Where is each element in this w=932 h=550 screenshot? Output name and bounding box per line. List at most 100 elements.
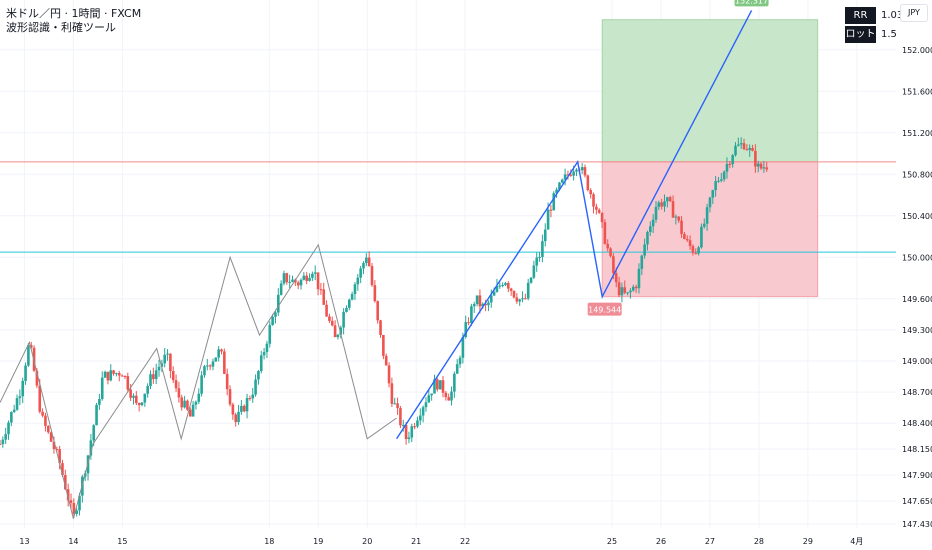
candle-body — [24, 365, 27, 381]
candle-body — [453, 373, 456, 392]
candle-body — [61, 463, 64, 476]
candle-body — [234, 414, 238, 423]
x-tick-label: 13 — [19, 537, 29, 546]
candle-body — [705, 207, 709, 224]
candle-body — [671, 201, 675, 218]
candle-body — [342, 311, 345, 328]
x-tick-label: 25 — [607, 537, 617, 546]
candle-body — [112, 370, 115, 374]
candle-body — [279, 283, 283, 295]
candle-body — [421, 407, 425, 416]
candle-body — [120, 375, 124, 377]
candle-body — [751, 147, 754, 151]
candle-body — [276, 294, 280, 313]
candle-body — [126, 376, 130, 390]
loss-price-label: 149.544 — [588, 306, 621, 315]
candle-body — [64, 475, 67, 490]
candle-body — [143, 393, 147, 403]
candle-body — [316, 272, 320, 290]
candle-body — [629, 290, 632, 293]
candle-body — [586, 175, 590, 191]
candle-body — [367, 257, 371, 267]
candle-body — [424, 402, 428, 408]
candle-body — [271, 316, 274, 326]
y-tick-label: 147.650 — [902, 497, 932, 506]
candle-body — [254, 379, 257, 395]
x-tick-label: 20 — [362, 537, 372, 546]
candle-body — [4, 434, 7, 440]
candle-body — [580, 167, 584, 171]
candle-body — [66, 489, 70, 501]
candle-body — [27, 345, 30, 366]
candle-body — [731, 155, 734, 165]
candle-body — [211, 361, 215, 367]
candle-body — [206, 365, 209, 367]
candle-body — [694, 252, 698, 254]
candle-body — [612, 256, 615, 274]
candle-body — [623, 287, 627, 293]
candle-body — [72, 502, 76, 514]
y-tick-label: 152.000 — [902, 46, 932, 55]
candle-body — [214, 357, 218, 362]
candle-body — [575, 169, 578, 172]
candle-body — [569, 174, 573, 176]
candle-body — [163, 354, 167, 364]
x-tick-label: 27 — [705, 537, 715, 546]
lot-row: ロット 1.5 — [845, 25, 903, 44]
candle-body — [595, 206, 598, 210]
candle-body — [7, 422, 10, 435]
candle-body — [117, 373, 121, 376]
candle-body — [654, 206, 658, 220]
candle-body — [441, 380, 445, 393]
candle-body — [708, 197, 712, 208]
y-tick-label: 147.900 — [902, 471, 932, 480]
x-tick-label: 29 — [803, 537, 813, 546]
candle-body — [685, 238, 689, 241]
candle-body — [100, 377, 104, 400]
symbol-title[interactable]: 米ドル／円 · 1時間 · FXCM — [6, 7, 142, 20]
candle-body — [29, 345, 33, 348]
candle-body — [325, 304, 328, 317]
candle-body — [123, 375, 127, 377]
candle-body — [285, 273, 289, 283]
candle-body — [305, 275, 308, 281]
loss-price-label-bg — [587, 302, 622, 316]
candle-body — [683, 233, 686, 239]
risk-info-panel: RR 1.03 ロット 1.5 — [845, 6, 903, 44]
candle-body — [552, 193, 556, 211]
candle-body — [427, 395, 431, 403]
candle-body — [597, 209, 601, 213]
candle-body — [651, 219, 655, 227]
candle-body — [498, 285, 502, 287]
candle-body — [353, 284, 357, 295]
candle-body — [313, 272, 317, 274]
candle-body — [35, 370, 39, 386]
candle-body — [154, 370, 158, 380]
candle-body — [140, 402, 144, 406]
candle-body — [492, 291, 496, 296]
candle-body — [756, 163, 760, 167]
candle-body — [302, 275, 306, 280]
candle-body — [401, 424, 405, 426]
indicator-name[interactable]: 波形認識・利確ツール — [6, 21, 116, 34]
candle-body — [464, 322, 468, 337]
candle-body — [92, 425, 96, 441]
candle-body — [220, 349, 223, 352]
lot-value: 1.5 — [881, 29, 897, 40]
candle-body — [546, 209, 550, 230]
candle-body — [450, 391, 453, 401]
candle-body — [487, 302, 490, 306]
candle-body — [228, 389, 232, 405]
x-tick-label: 22 — [460, 537, 470, 546]
currency-badge[interactable]: JPY — [900, 4, 928, 22]
candle-body — [135, 395, 138, 404]
candle-body — [183, 400, 186, 408]
candle-body — [524, 298, 527, 300]
candle-body — [379, 320, 382, 335]
candle-body — [370, 266, 374, 286]
candle-body — [526, 282, 530, 299]
candle-body — [0, 443, 2, 445]
candle-body — [38, 385, 42, 412]
